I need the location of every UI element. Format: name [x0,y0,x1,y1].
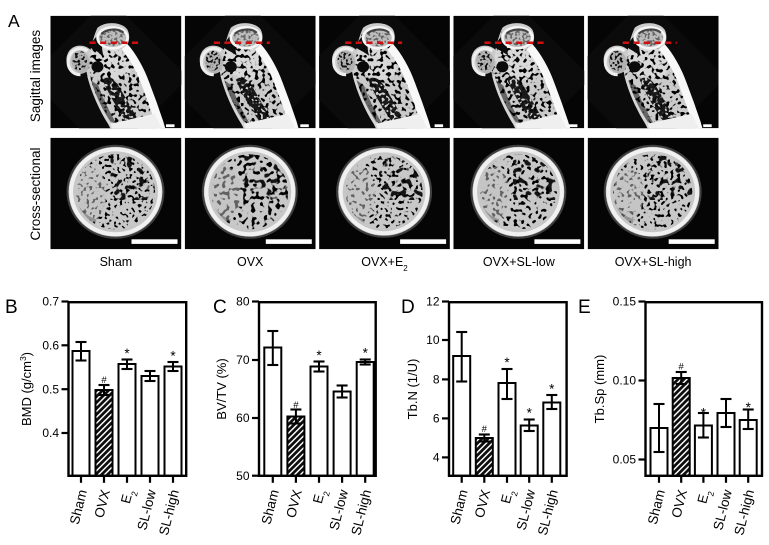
svg-text:OVX+SL-low: OVX+SL-low [483,255,556,269]
svg-text:*: * [316,348,322,363]
svg-text:#: # [101,375,107,386]
svg-text:OVX: OVX [472,488,493,519]
svg-text:4: 4 [433,451,440,465]
svg-text:OVX+SL-high: OVX+SL-high [615,255,692,269]
svg-text:12: 12 [426,295,440,309]
svg-text:D: D [401,297,415,318]
svg-text:*: * [549,382,555,397]
svg-text:50: 50 [236,469,250,483]
svg-text:#: # [293,400,299,411]
svg-text:0.05: 0.05 [613,453,637,467]
svg-text:#: # [679,362,685,373]
svg-text:0.10: 0.10 [613,374,637,388]
svg-text:C: C [213,297,227,318]
svg-text:E: E [578,297,591,318]
svg-text:6: 6 [433,412,440,426]
svg-text:OVX: OVX [91,488,112,519]
svg-text:OVX: OVX [669,488,690,519]
svg-text:OVX+E2: OVX+E2 [361,255,408,273]
svg-text:*: * [363,346,369,361]
svg-text:#: # [482,424,488,435]
svg-text:OVX: OVX [237,255,264,269]
svg-text:*: * [527,406,533,421]
svg-text:*: * [504,355,510,370]
svg-text:Tb.Sp (mm): Tb.Sp (mm) [592,355,607,424]
svg-text:0.7: 0.7 [42,295,59,309]
svg-text:B: B [5,297,18,318]
svg-text:*: * [170,349,176,364]
svg-text:Tb.N (1/U): Tb.N (1/U) [405,359,420,420]
svg-text:0.5: 0.5 [42,382,59,396]
svg-text:0.15: 0.15 [613,295,637,309]
svg-text:BV/TV (%): BV/TV (%) [214,358,229,419]
svg-text:60: 60 [236,411,250,425]
svg-text:*: * [746,400,752,415]
svg-text:70: 70 [236,353,250,367]
svg-text:BMD (g/cm3): BMD (g/cm3) [18,352,34,426]
svg-text:*: * [701,406,707,421]
svg-text:80: 80 [236,295,250,309]
svg-text:10: 10 [426,333,440,347]
svg-text:Cross-sectional: Cross-sectional [28,147,43,240]
svg-text:0.6: 0.6 [42,339,59,353]
svg-text:0.4: 0.4 [42,426,59,440]
svg-text:OVX: OVX [283,488,304,519]
svg-text:*: * [124,346,130,361]
svg-text:Sagittal images: Sagittal images [28,30,43,123]
svg-text:8: 8 [433,373,440,387]
svg-text:Sham: Sham [100,255,133,269]
svg-text:A: A [8,11,20,31]
